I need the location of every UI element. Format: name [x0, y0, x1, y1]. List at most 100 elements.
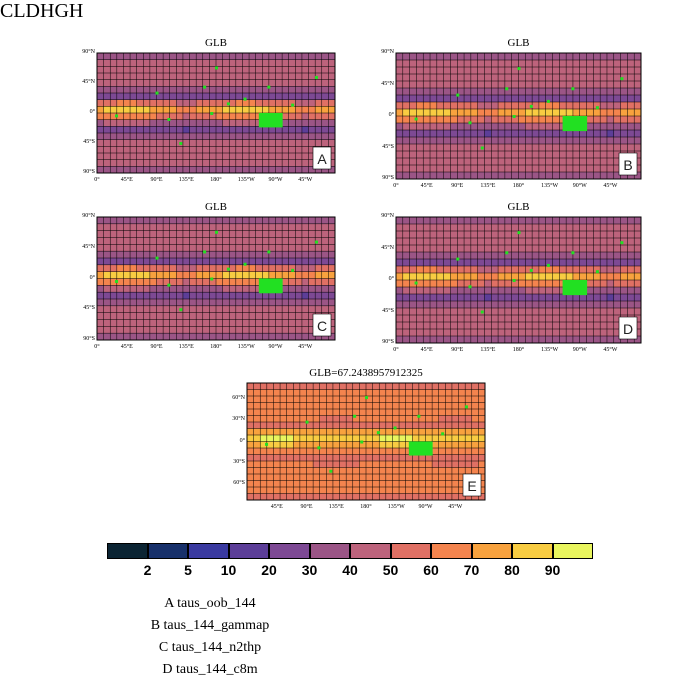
heat-cell — [432, 454, 440, 462]
heat-cell — [438, 383, 446, 390]
heat-cell — [402, 259, 411, 267]
heat-cell — [149, 319, 157, 327]
heat-cell — [282, 292, 290, 300]
heat-cell — [116, 66, 124, 74]
heat-cell — [416, 245, 424, 253]
heat-cell — [402, 67, 411, 75]
heat-cell — [253, 396, 261, 403]
heat-cell — [280, 435, 288, 442]
heat-cell — [273, 474, 281, 481]
heat-cell — [196, 217, 204, 225]
heat-cell — [518, 165, 526, 173]
heat-cell — [163, 326, 171, 334]
heat-cell — [412, 428, 420, 436]
heat-cell — [209, 119, 217, 127]
heat-cell — [253, 435, 261, 442]
heat-cell — [262, 217, 270, 225]
heat-cell — [149, 299, 157, 307]
heat-cell — [423, 165, 431, 173]
heat-cell — [416, 172, 424, 180]
lat-tick-label: 90°N — [381, 49, 394, 55]
heat-cell — [110, 59, 118, 67]
heat-cell — [477, 217, 485, 225]
heat-cell — [229, 153, 237, 161]
heat-cell — [399, 389, 407, 397]
heat-cell — [457, 88, 465, 96]
heat-cell — [532, 224, 540, 232]
heat-cell — [436, 259, 445, 267]
heat-cell — [423, 294, 431, 302]
panel-title-b: GLB — [507, 37, 530, 49]
heat-cell — [402, 294, 411, 302]
heat-cell — [235, 326, 243, 334]
heat-cell — [293, 422, 301, 429]
heat-cell — [209, 312, 217, 320]
heat-cell — [202, 237, 210, 245]
heat-cell — [552, 322, 560, 330]
heat-cell — [268, 292, 276, 300]
heat-cell — [478, 396, 486, 403]
heat-cell — [402, 137, 411, 145]
heat-cell — [163, 285, 171, 293]
heat-cell — [352, 493, 360, 501]
heat-cell — [545, 88, 554, 96]
heat-cell — [169, 230, 177, 238]
heat-cell — [143, 133, 151, 141]
heat-cell — [216, 59, 224, 67]
heat-cell — [436, 336, 445, 344]
heat-cell — [169, 59, 177, 67]
heat-cell — [235, 133, 243, 141]
heat-cell — [260, 454, 268, 462]
heat-cell — [235, 139, 243, 147]
heat-cell — [525, 245, 533, 253]
heat-cell — [275, 53, 283, 61]
heat-cell — [457, 329, 465, 337]
heat-cell — [275, 139, 283, 147]
heat-cell — [222, 66, 230, 74]
heat-cell — [143, 119, 151, 127]
heat-cell — [249, 326, 257, 334]
heat-cell — [627, 231, 635, 239]
heat-cell — [196, 119, 204, 127]
station-marker — [167, 118, 171, 121]
heat-cell — [458, 474, 466, 481]
heat-cell — [586, 172, 594, 180]
heat-cell — [216, 153, 224, 161]
heat-cell — [143, 223, 151, 232]
heat-cell — [295, 53, 303, 61]
heat-cell — [465, 415, 473, 423]
heat-cell — [504, 53, 513, 61]
heat-cell — [295, 326, 303, 334]
heat-cell — [222, 59, 230, 67]
heat-cell — [280, 461, 288, 468]
heat-cell — [457, 231, 465, 239]
heat-cell — [593, 81, 601, 89]
heat-cell — [613, 238, 622, 246]
heat-cell — [620, 60, 628, 68]
heat-cell — [606, 280, 615, 288]
heat-cell — [443, 280, 451, 288]
heat-cell — [443, 172, 451, 180]
heat-cell — [532, 273, 540, 281]
heat-cell — [464, 217, 472, 225]
heat-cell — [504, 315, 513, 323]
heat-cell — [308, 93, 316, 101]
heat-cell — [229, 305, 237, 314]
heat-cell — [136, 153, 144, 161]
heat-cell — [286, 435, 294, 442]
heat-cell — [425, 396, 433, 403]
heat-cell — [288, 153, 296, 161]
heat-cell — [110, 251, 118, 259]
heat-cell — [525, 95, 533, 103]
heat-cell — [110, 217, 118, 225]
heat-cell — [163, 126, 171, 134]
heat-cell — [346, 474, 354, 481]
heat-cell — [396, 329, 404, 337]
heat-cell — [189, 166, 197, 174]
heat-cell — [511, 252, 519, 260]
heat-cell — [321, 133, 329, 141]
heat-cell — [163, 217, 171, 225]
heat-cell — [242, 223, 250, 232]
heat-cell — [402, 287, 411, 295]
heat-cell — [402, 245, 411, 253]
